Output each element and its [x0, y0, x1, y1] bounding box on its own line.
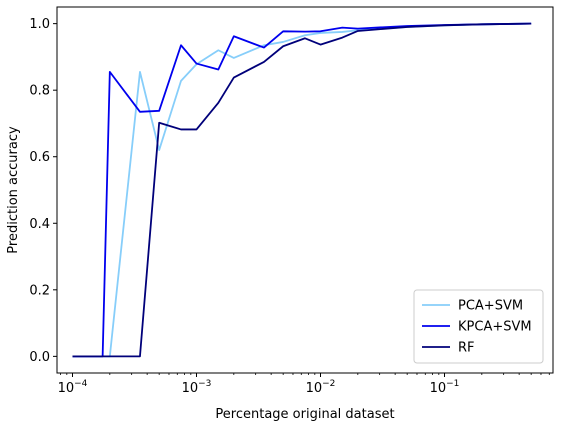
legend: PCA+SVM KPCA+SVM RF: [413, 289, 544, 364]
legend-label: RF: [458, 341, 475, 356]
x-tick-exponent: −2: [322, 379, 335, 389]
x-axis: 10−4 10−3 10−2 10−1: [58, 373, 550, 396]
legend-label: PCA+SVM: [458, 299, 523, 314]
y-tick-label: 0.4: [29, 217, 50, 232]
x-tick-base: 10: [182, 381, 199, 396]
y-axis: 0.0 0.2 0.4 0.6 0.8 1.0: [29, 17, 57, 365]
x-tick-base: 10: [58, 381, 75, 396]
series-line-rf: [72, 22, 532, 358]
series-layer: [72, 22, 532, 358]
x-tick-label: 10−3: [182, 379, 212, 396]
x-tick-exponent: −1: [446, 379, 459, 389]
x-axis-label: Percentage original dataset: [215, 407, 394, 422]
x-tick-label: 10−2: [306, 379, 336, 396]
x-tick-label: 10−1: [430, 379, 460, 396]
series-line-kpca-svm: [72, 22, 532, 358]
y-tick-label: 0.2: [29, 283, 50, 298]
x-tick-base: 10: [430, 381, 447, 396]
plot-frame: [56, 6, 554, 374]
legend-box: [413, 289, 544, 364]
y-tick-label: 0.0: [29, 350, 50, 365]
y-tick-label: 1.0: [29, 17, 50, 32]
legend-label: KPCA+SVM: [458, 320, 532, 335]
x-tick-exponent: −3: [198, 379, 211, 389]
y-tick-label: 0.8: [29, 84, 50, 99]
y-axis-label: Prediction accuracy: [6, 126, 21, 254]
x-tick-base: 10: [306, 381, 323, 396]
y-tick-label: 0.6: [29, 150, 50, 165]
x-tick-exponent: −4: [74, 379, 88, 389]
x-tick-label: 10−4: [58, 379, 88, 396]
